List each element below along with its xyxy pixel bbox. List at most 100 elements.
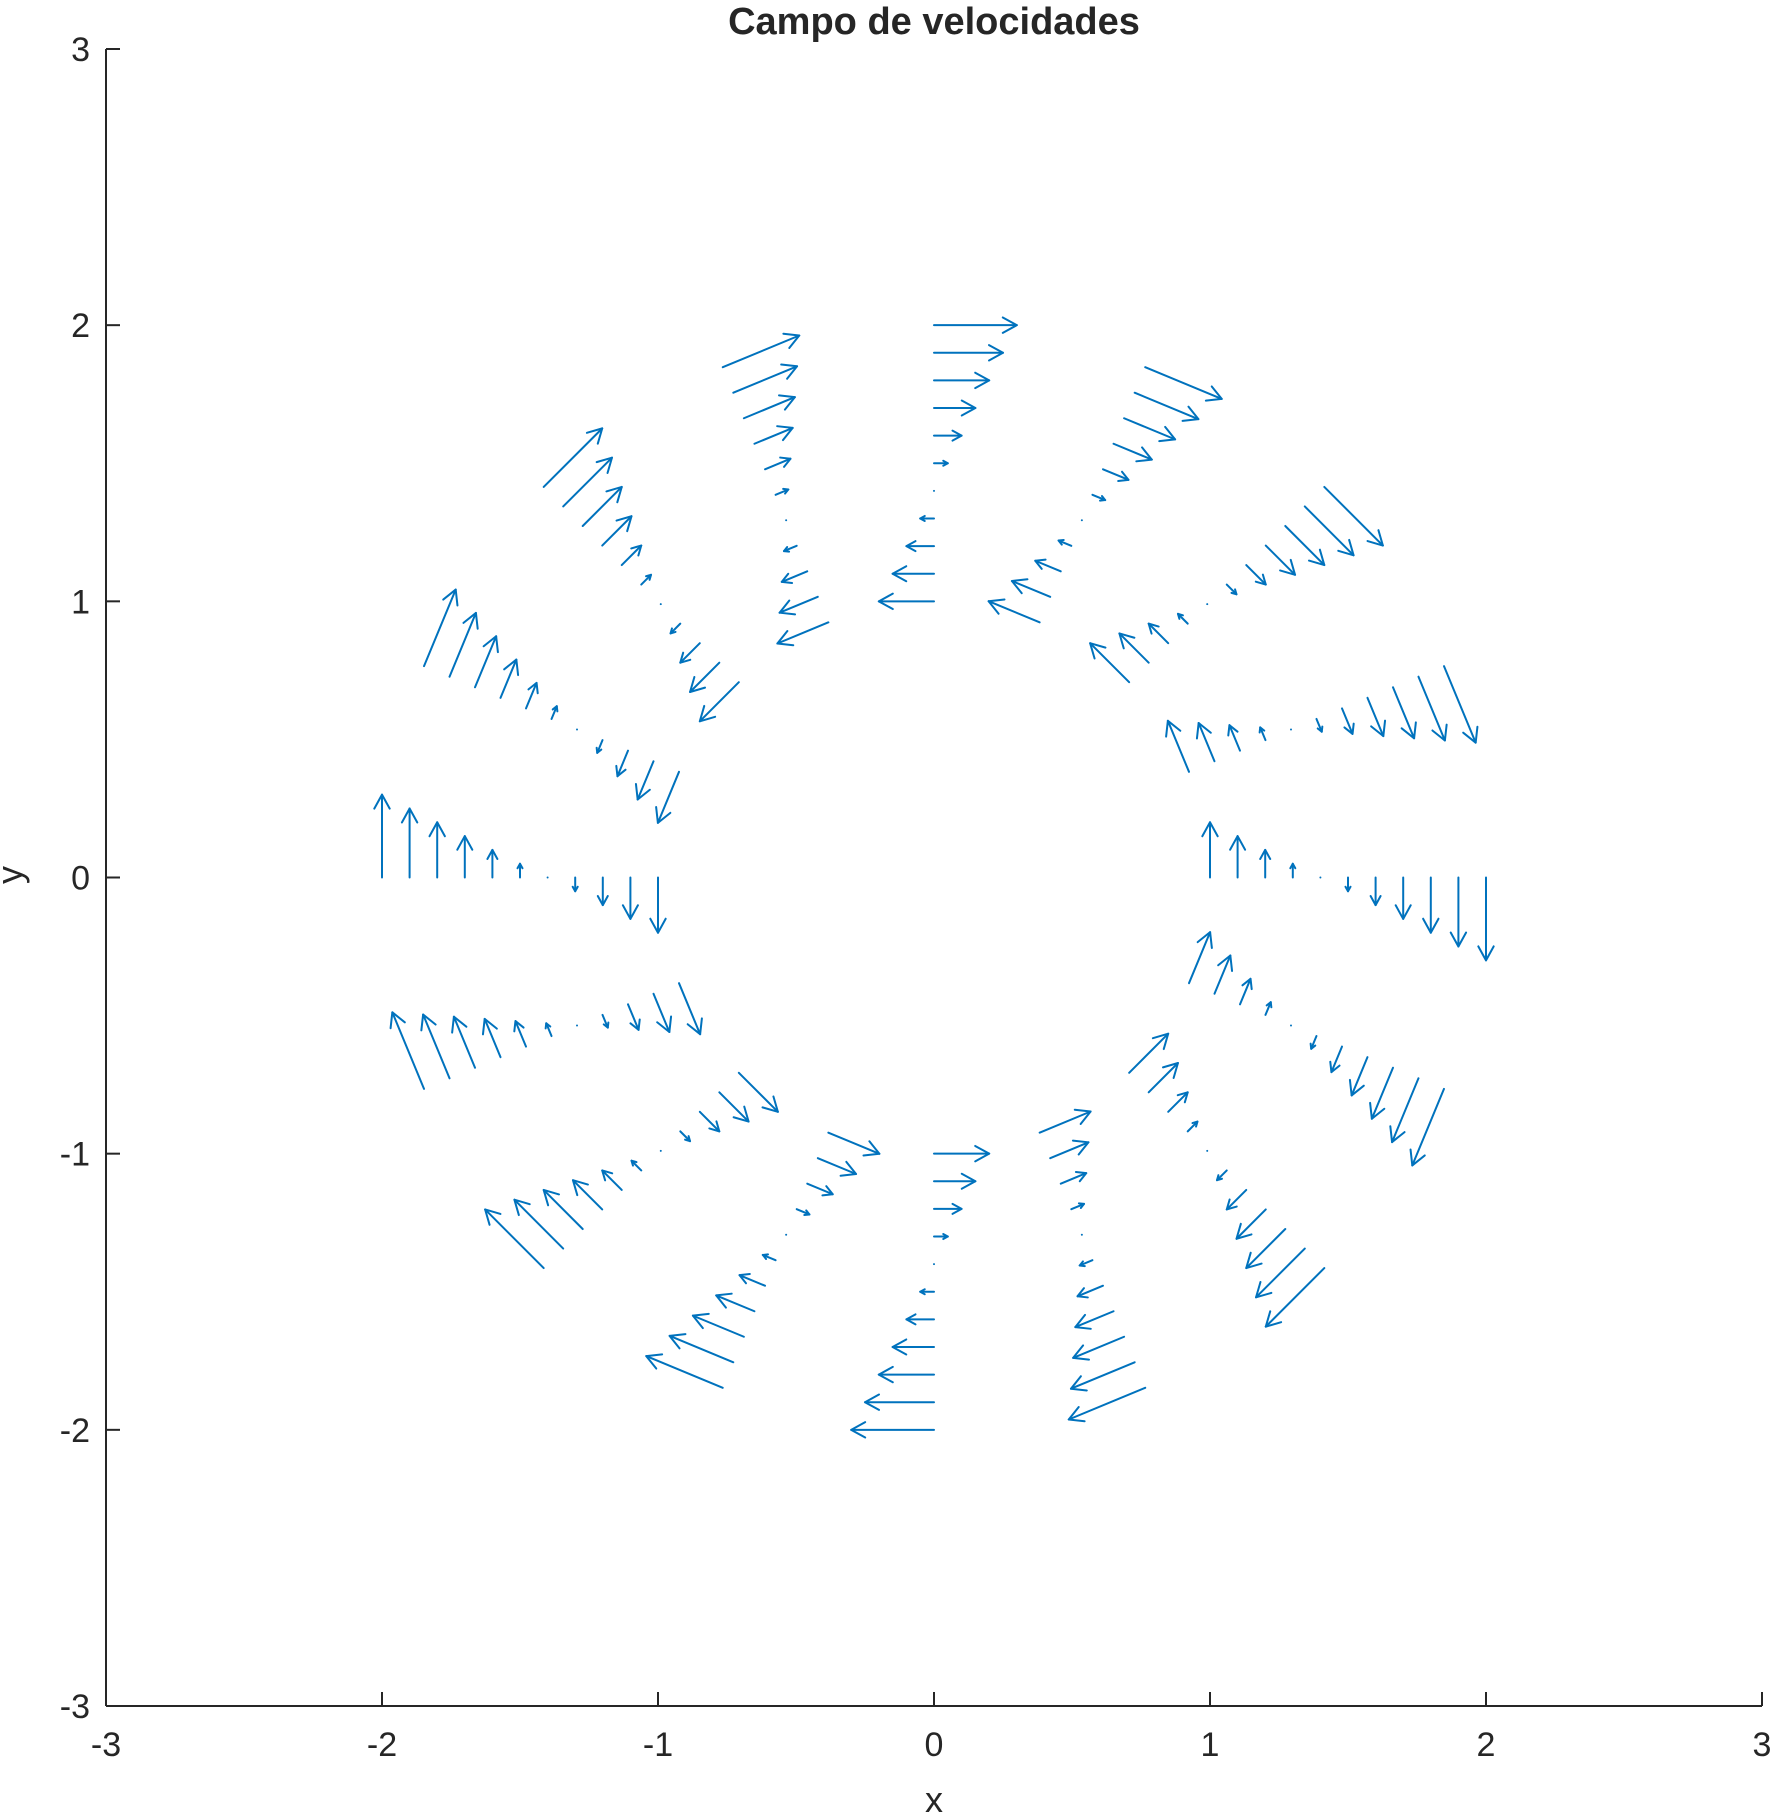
vector-shaft [422,1013,451,1080]
vector-arrow [1067,1386,1147,1423]
vector-head [1165,719,1182,738]
vector-shaft [776,621,830,645]
vector-arrow [542,1188,584,1231]
vector-arrow [516,862,524,879]
vector-arrow [595,739,604,754]
vector-shaft [1034,559,1062,573]
vector-head [951,1202,963,1215]
vector-arrow [627,1003,641,1031]
vector-arrow [1010,578,1052,598]
vector-arrow [373,793,391,879]
vector-head [1449,931,1468,948]
vector-arrow [655,770,681,824]
vector-head [1369,895,1382,907]
vector-head [1431,723,1448,742]
vector-head [400,807,419,824]
vector-arrow [987,598,1041,624]
vector-shaft [1133,391,1200,421]
vector-arrow [1255,1247,1306,1299]
vector-shaft [1245,564,1267,586]
vector-shaft [656,770,681,824]
vector-head [780,572,794,585]
vector-arrow [1165,719,1190,773]
vector-head [1215,1174,1223,1182]
vector-head [1394,904,1412,920]
vector-shaft [1340,707,1354,735]
vector-arrow [718,1091,750,1123]
vector-head [782,332,801,349]
vector-head [373,793,391,810]
vector-shaft [1370,1066,1394,1120]
vector-arrow [778,595,819,616]
vector-arrow [1417,675,1448,742]
vector-arrow [601,515,633,547]
vector-arrow [1118,632,1150,664]
vector-arrow [1409,1087,1445,1167]
vector-arrow [1329,1045,1343,1074]
vector-arrow [933,1202,963,1215]
vector-head [960,1172,977,1190]
vector-shaft [1245,1228,1287,1270]
vector-head [1316,725,1324,733]
vector-shaft [1391,686,1416,740]
vector-shaft [795,1208,811,1216]
vector-arrow [780,570,809,585]
vector-arrow [1089,642,1131,684]
vector-arrow [1449,876,1468,948]
vector-shaft [1228,724,1241,752]
vector-head [601,1169,614,1182]
vector-head [615,764,627,778]
vector-shaft [780,570,809,583]
vector-shaft [1215,1169,1228,1182]
vector-arrow [596,876,609,907]
vector-head [595,456,613,474]
y-tick-label: -2 [60,1412,90,1450]
vector-shaft [778,595,819,614]
vector-head [1176,1091,1189,1104]
vector-head [1181,405,1200,422]
vector-shaft [1225,583,1238,596]
vector-head [782,487,790,495]
vector-arrow [499,658,520,699]
vector-head [1279,558,1297,576]
vector-arrow [1112,442,1153,463]
vector-head [905,1313,917,1326]
vector-head [1409,1148,1426,1167]
vector-shaft [645,1355,724,1389]
vector-arrow [481,1017,502,1059]
vector-shaft [1417,675,1446,742]
vector-arrow [451,1015,477,1069]
vector-shaft [483,1017,502,1059]
vector-head [1077,1202,1086,1209]
vector-shaft [474,635,498,689]
vector-shaft [1284,524,1326,567]
x-tick-label: -1 [643,1726,673,1764]
vector-head [732,1105,750,1123]
vector-shaft [1010,579,1052,598]
vector-head [1078,1260,1086,1268]
vector-shaft [1315,717,1323,733]
vector-arrow [1315,717,1324,733]
vector-arrow [891,1338,935,1356]
vector-head [778,599,797,616]
vector-arrow [1259,848,1272,879]
vector-head [484,1208,502,1226]
vector-head [1235,1222,1253,1240]
vector-shaft [545,1022,553,1038]
vector-head [649,917,667,934]
vector-head [715,1292,733,1309]
vector-head [942,459,949,467]
vector-shaft [423,588,457,668]
vector-head [1071,1139,1090,1156]
vector-head [486,848,499,860]
vector-arrow [679,1130,692,1143]
vector-arrow [525,681,539,710]
vector-arrow [428,821,446,879]
vector-head [442,588,459,607]
vector-arrow [933,1144,991,1163]
vector-head [602,1021,610,1029]
vector-arrow [919,514,935,522]
vector-head [1337,538,1355,557]
y-tick-label: 0 [71,860,90,898]
vector-head [585,427,604,445]
